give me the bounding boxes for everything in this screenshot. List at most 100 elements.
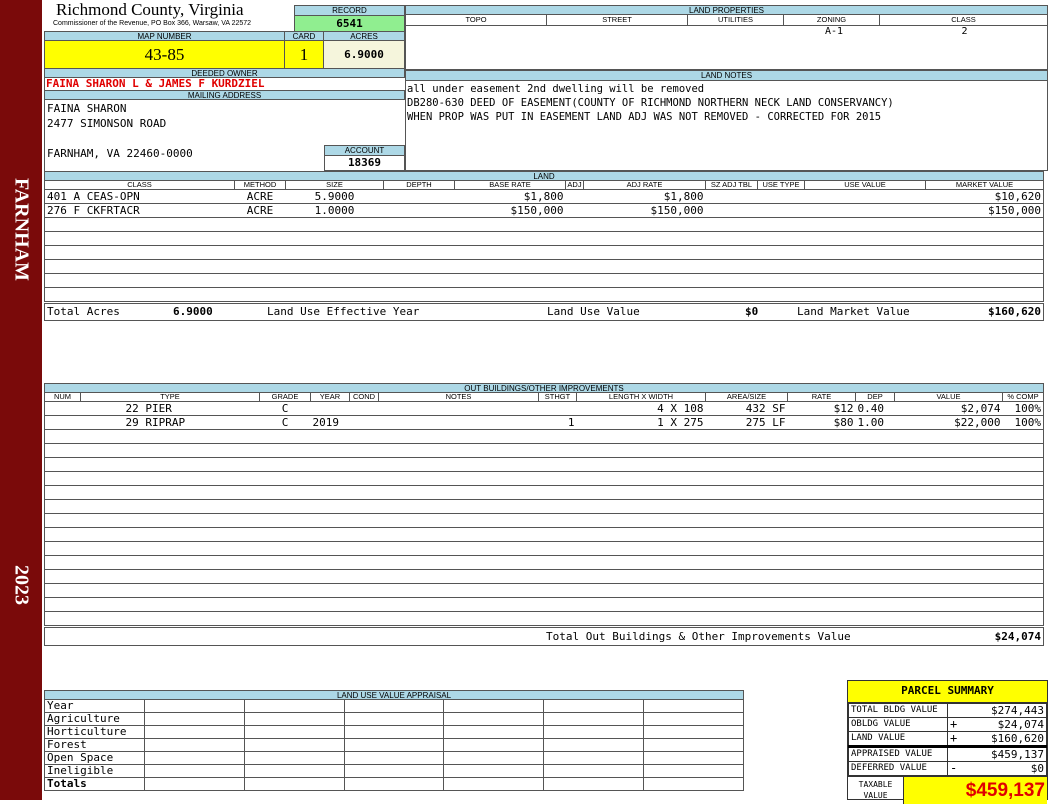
outbuilding-cell (80, 429, 260, 444)
land-use-value: $0 (745, 305, 759, 318)
land-cell: 276 F CKFRTACR (44, 203, 235, 218)
land-cell (804, 273, 926, 288)
land-cell (705, 287, 758, 302)
land-cell (757, 287, 805, 302)
land-cell (757, 273, 805, 288)
land-cell (383, 217, 455, 232)
land-cell (565, 287, 584, 302)
address-line: 2477 SIMONSON ROAD (47, 117, 167, 130)
land-cell: $1,800 (583, 189, 706, 204)
summary-row: LAND VALUE + $160,620 (848, 731, 1047, 747)
outbuilding-cell (538, 541, 577, 556)
outbuilding-cell (349, 569, 379, 584)
outbuilding-cell: C (259, 415, 311, 430)
land-cell (383, 259, 455, 274)
land-cell (583, 273, 706, 288)
outbuilding-row (44, 541, 1044, 556)
outbuilding-cell (1002, 541, 1044, 556)
outbuilding-cell (349, 597, 379, 612)
map-number: 43-85 (44, 40, 285, 69)
outbuilding-cell (576, 569, 706, 584)
outbuilding-cell (259, 485, 311, 500)
outbuilding-cell (80, 443, 260, 458)
outbuilding-cell (787, 555, 856, 570)
outbuilding-cell (378, 429, 539, 444)
land-use-cell (144, 764, 245, 778)
outbuilding-cell (259, 597, 311, 612)
land-cell (44, 245, 235, 260)
outbuilding-cell (705, 527, 788, 542)
outbuilding-cell (1002, 569, 1044, 584)
land-use-cell (243, 699, 345, 713)
land-column-header: USE VALUE (804, 180, 926, 190)
outbuilding-cell (894, 457, 1003, 472)
outbuilding-column-header: AREA/SIZE (705, 392, 788, 402)
outbuilding-cell (44, 583, 81, 598)
outbuilding-cell (259, 457, 311, 472)
land-cell (757, 259, 805, 274)
outbuilding-cell (80, 569, 260, 584)
outbuilding-cell (705, 611, 788, 626)
land-column-header: ADJ (565, 180, 584, 190)
outbuilding-cell (44, 415, 81, 430)
summary-row: TOTAL BLDG VALUE $274,443 (848, 703, 1047, 718)
land-cell: $150,000 (583, 203, 706, 218)
outbuilding-cell (44, 457, 81, 472)
land-use-row-label: Forest (44, 738, 145, 752)
outbuilding-cell (855, 527, 895, 542)
outbuilding-cell (378, 555, 539, 570)
outbuilding-cell (1002, 429, 1044, 444)
outbuilding-cell (259, 499, 311, 514)
land-row (44, 273, 1044, 288)
outbuilding-cell (705, 471, 788, 486)
outbuilding-cell (855, 499, 895, 514)
outbuilding-cell (44, 499, 81, 514)
outbuilding-cell (787, 583, 856, 598)
land-cell (454, 259, 566, 274)
land-cell (705, 259, 758, 274)
outbuilding-cell (310, 555, 350, 570)
land-use-cell (343, 738, 445, 752)
outbuilding-cell (894, 471, 1003, 486)
utilities-header: UTILITIES (688, 15, 784, 25)
land-use-cell (343, 764, 445, 778)
outbuilding-row (44, 499, 1044, 514)
land-use-cell (144, 699, 245, 713)
outbuilding-cell: 1 X 275 (576, 415, 706, 430)
outbuilding-cell (538, 457, 577, 472)
outbuilding-cell (80, 597, 260, 612)
outbuilding-cell (349, 485, 379, 500)
land-row (44, 245, 1044, 260)
address-line: FAINA SHARON (47, 102, 127, 115)
outbuilding-cell (538, 443, 577, 458)
outbuilding-cell (855, 569, 895, 584)
land-cell (454, 217, 566, 232)
land-cell (44, 259, 235, 274)
land-cell: ACRE (234, 189, 286, 204)
outbuilding-cell (705, 457, 788, 472)
land-cell (757, 189, 805, 204)
outbuilding-cell (349, 471, 379, 486)
outbuilding-cell (378, 569, 539, 584)
land-cell (44, 231, 235, 246)
outbuilding-cell (576, 611, 706, 626)
outbuilding-row (44, 611, 1044, 626)
land-use-row: Ineligible (44, 764, 744, 778)
land-cell (925, 273, 1044, 288)
outbuilding-cell: 100% (1002, 401, 1044, 416)
outbuilding-cell (80, 611, 260, 626)
land-use-row-label: Year (44, 699, 145, 713)
land-cell: 5.9000 (285, 189, 384, 204)
land-use-appraisal-table: Year Agriculture Horticulture Forest Open Sp… (44, 699, 744, 791)
outbuilding-row (44, 443, 1044, 458)
outbuilding-cell (855, 555, 895, 570)
outbuilding-cell (538, 527, 577, 542)
summary-label: DEFERRED VALUE (848, 761, 948, 776)
outbuilding-cell (705, 583, 788, 598)
land-use-row-label: Agriculture (44, 712, 145, 726)
land-cell (705, 231, 758, 246)
summary-operator (947, 703, 962, 718)
outbuilding-cell (259, 527, 311, 542)
outbuilding-cell (378, 415, 539, 430)
outbuilding-cell (538, 569, 577, 584)
